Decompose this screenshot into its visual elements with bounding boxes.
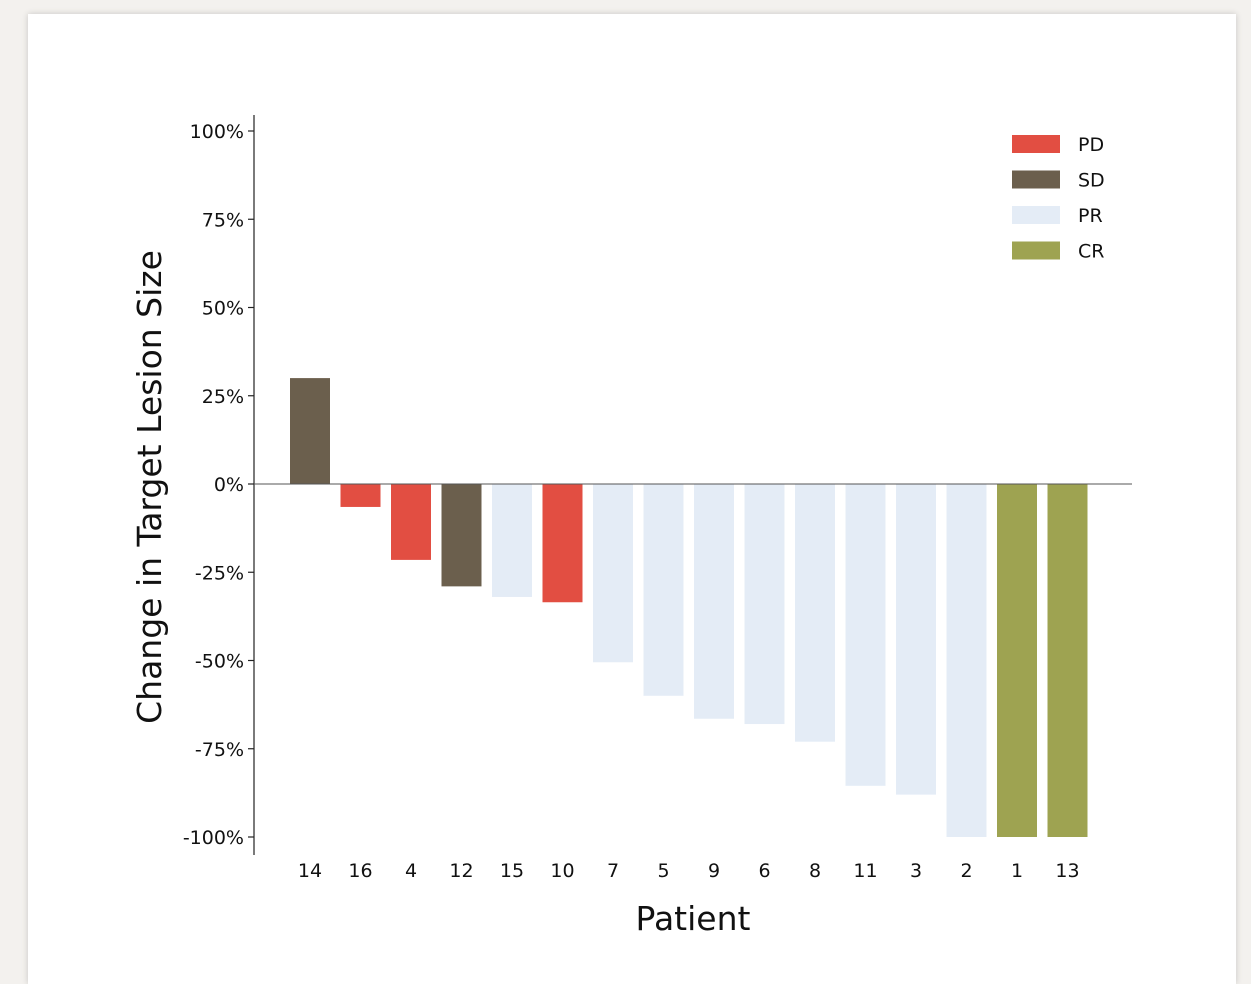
axes-layer bbox=[253, 115, 1132, 855]
x-tick-label: 8 bbox=[809, 860, 821, 882]
bar-patient-10 bbox=[542, 484, 583, 603]
y-tick-label: 50% bbox=[202, 298, 244, 320]
x-tick-label: 16 bbox=[348, 860, 372, 882]
x-tick-label: 2 bbox=[960, 860, 972, 882]
x-tick-label: 6 bbox=[758, 860, 770, 882]
bar-patient-13 bbox=[1047, 484, 1088, 837]
x-tick-label: 11 bbox=[853, 860, 877, 882]
bar-patient-2 bbox=[946, 484, 987, 837]
y-tick-label: 25% bbox=[202, 386, 244, 408]
bar-patient-8 bbox=[795, 484, 835, 742]
bars-layer bbox=[290, 378, 1088, 837]
y-tick-label: 100% bbox=[190, 121, 244, 143]
x-tick-label: 10 bbox=[550, 860, 574, 882]
bar-patient-16 bbox=[340, 484, 381, 507]
bar-patient-15 bbox=[492, 484, 532, 597]
y-tick-label: -50% bbox=[195, 651, 244, 673]
bar-patient-4 bbox=[391, 484, 431, 560]
x-tick-label: 1 bbox=[1011, 860, 1023, 882]
x-tick-label: 13 bbox=[1055, 860, 1079, 882]
x-tick-label: 9 bbox=[708, 860, 720, 882]
bar-patient-6 bbox=[744, 484, 785, 725]
y-ticks: 100% 75% 50% 25% 0% -25% -50% -75% -100% bbox=[183, 121, 254, 849]
bar-patient-3 bbox=[896, 484, 936, 795]
x-tick-label: 14 bbox=[298, 860, 322, 882]
x-tick-label: 4 bbox=[405, 860, 417, 882]
legend-swatch-cr bbox=[1012, 241, 1060, 260]
legend: PD SD PR CR bbox=[1012, 134, 1105, 263]
x-axis-title: Patient bbox=[636, 899, 751, 938]
legend-swatch-sd bbox=[1012, 170, 1060, 189]
bar-patient-14 bbox=[290, 378, 330, 484]
bar-patient-1 bbox=[997, 484, 1037, 837]
y-axis-title: Change in Target Lesion Size bbox=[130, 250, 169, 724]
legend-label-cr: CR bbox=[1078, 241, 1104, 263]
y-tick-label: -25% bbox=[195, 562, 244, 584]
legend-swatch-pd bbox=[1012, 135, 1060, 153]
y-tick-label: -75% bbox=[195, 739, 244, 761]
x-tick-label: 15 bbox=[500, 860, 524, 882]
bar-patient-5 bbox=[643, 484, 684, 696]
y-tick-label: 0% bbox=[214, 474, 244, 496]
x-tick-label: 7 bbox=[607, 860, 619, 882]
legend-label-pr: PR bbox=[1078, 205, 1103, 227]
legend-label-pd: PD bbox=[1078, 134, 1104, 156]
bar-patient-7 bbox=[593, 484, 633, 663]
y-tick-label: -100% bbox=[183, 827, 244, 849]
x-ticks: 14 16 4 12 15 10 7 5 9 6 8 11 3 2 1 13 bbox=[298, 860, 1080, 882]
x-tick-label: 3 bbox=[910, 860, 922, 882]
bar-patient-9 bbox=[694, 484, 734, 719]
x-tick-label: 5 bbox=[657, 860, 669, 882]
x-tick-label: 12 bbox=[449, 860, 473, 882]
y-tick-label: 75% bbox=[202, 209, 244, 231]
bar-patient-12 bbox=[441, 484, 482, 587]
legend-label-sd: SD bbox=[1078, 170, 1105, 192]
bar-patient-11 bbox=[845, 484, 886, 786]
legend-swatch-pr bbox=[1012, 206, 1060, 224]
waterfall-chart: 100%75%50%25%0%-25%-50%-75%-100% 14 16 4 12… bbox=[130, 115, 1132, 938]
